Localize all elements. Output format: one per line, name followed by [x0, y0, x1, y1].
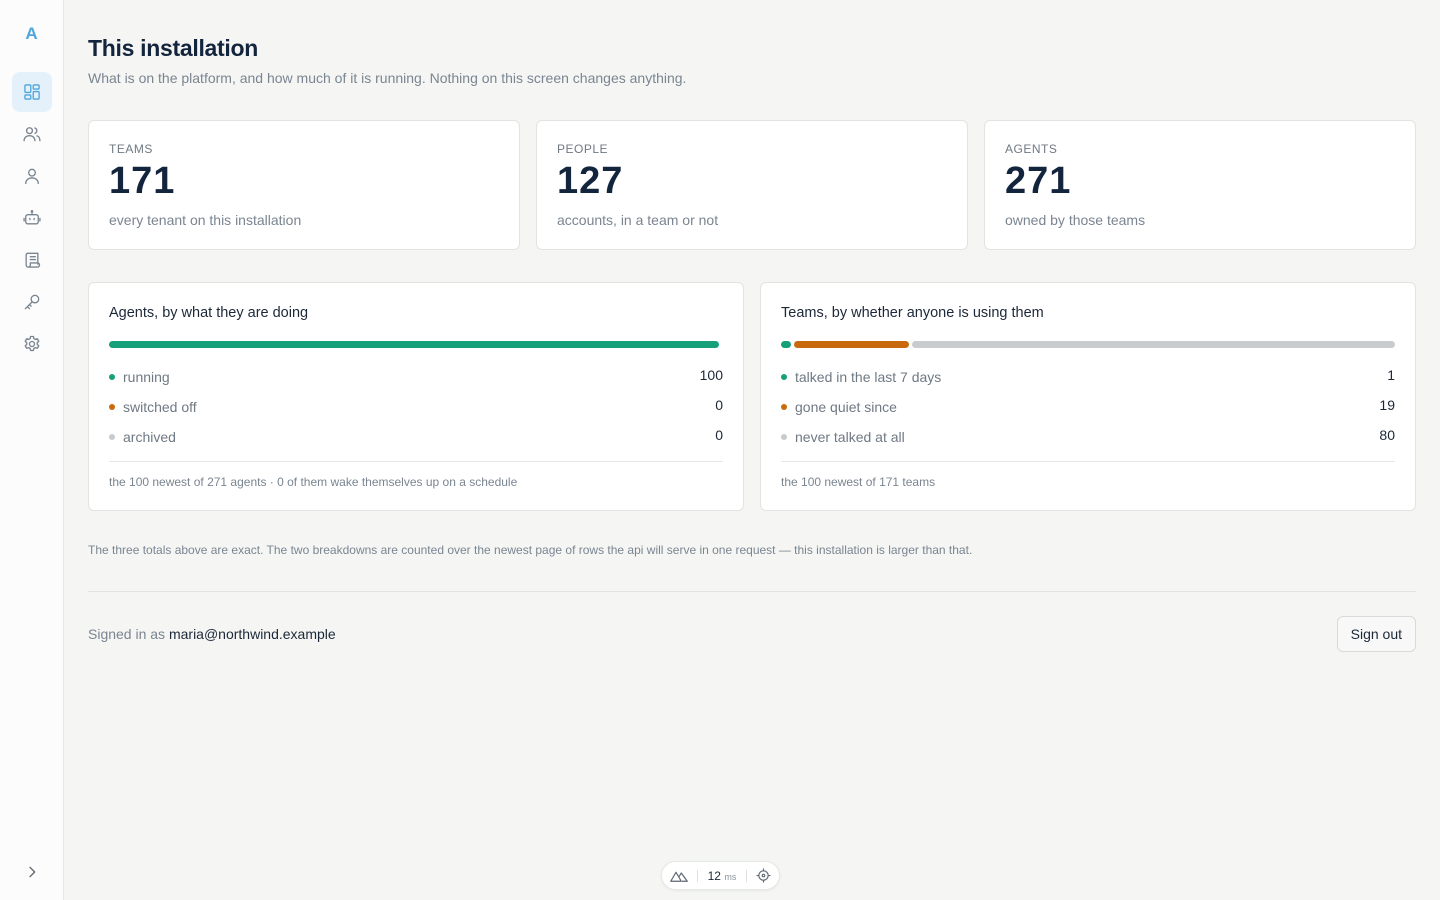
scroll-icon: [25, 252, 41, 268]
row-label: running: [123, 369, 170, 385]
page-subtitle: What is on the platform, and how much of…: [88, 70, 687, 86]
page-title: This installation: [88, 35, 258, 61]
row-value: 0: [715, 427, 723, 443]
agents-status-bar: [109, 341, 723, 348]
panel-footer: the 100 newest of 271 agents · 0 of them…: [109, 475, 518, 489]
app-logo[interactable]: A: [25, 24, 38, 43]
stat-label: AGENTS: [1005, 142, 1058, 156]
sidebar-item-keys[interactable]: [12, 282, 52, 322]
sidebar-item-logs[interactable]: [12, 240, 52, 280]
sidebar-item-dashboard[interactable]: [12, 72, 52, 112]
toolbar-separator: [697, 869, 699, 882]
stat-label: PEOPLE: [557, 142, 609, 156]
row-value: 80: [1379, 427, 1395, 443]
status-dot: [781, 434, 787, 440]
crosshair-icon[interactable]: [756, 868, 771, 883]
panel-title: Agents, by what they are doing: [109, 305, 309, 321]
bar-segment-never: [911, 341, 1395, 348]
breakdown-row: switched off 0: [109, 397, 723, 417]
users-icon: [23, 127, 41, 142]
panel-footer: the 100 newest of 171 teams: [781, 475, 936, 489]
status-dot: [109, 374, 115, 380]
status-dot: [781, 404, 787, 410]
signed-in-email: maria@northwind.example: [168, 626, 336, 642]
user-icon: [25, 168, 39, 185]
breakdown-row: talked in the last 7 days 1: [781, 367, 1395, 387]
dev-toolbar: 12 ms: [661, 861, 780, 890]
row-value: 0: [715, 397, 723, 413]
nuxt-logo-icon[interactable]: [670, 870, 688, 882]
panel-title: Teams, by whether anyone is using them: [781, 305, 1044, 321]
teams-breakdown-panel: Teams, by whether anyone is using them t…: [760, 282, 1416, 511]
status-dot: [109, 404, 115, 410]
status-dot: [781, 374, 787, 380]
row-label: gone quiet since: [795, 399, 897, 415]
stat-card-teams: TEAMS 171 every tenant on this installat…: [88, 120, 520, 250]
sidebar-item-settings[interactable]: [12, 324, 52, 364]
stat-value: 171: [109, 160, 176, 202]
sign-out-button[interactable]: Sign out: [1336, 616, 1416, 652]
robot-icon: [23, 210, 41, 225]
row-value: 19: [1379, 397, 1395, 413]
sidebar-collapse-button[interactable]: [12, 852, 52, 892]
stat-value: 271: [1005, 160, 1072, 202]
chevron-right-icon: [29, 866, 36, 878]
sidebar-item-people[interactable]: [12, 156, 52, 196]
breakdown-row: archived 0: [109, 427, 723, 447]
sidebar: A: [0, 0, 64, 900]
stat-description: accounts, in a team or not: [557, 212, 719, 228]
row-label: archived: [123, 429, 176, 445]
render-time: 12 ms: [708, 869, 737, 883]
row-value: 100: [699, 367, 723, 383]
stat-value: 127: [557, 160, 624, 202]
status-dot: [109, 434, 115, 440]
breakdown-row: never talked at all 80: [781, 427, 1395, 447]
section-divider: [88, 591, 1416, 592]
stat-card-people: PEOPLE 127 accounts, in a team or not: [536, 120, 968, 250]
key-icon: [24, 294, 40, 310]
panel-divider: [109, 461, 723, 462]
stat-description: every tenant on this installation: [109, 212, 302, 228]
signed-in-prefix: Signed in as: [88, 626, 166, 642]
stat-description: owned by those teams: [1005, 212, 1146, 228]
stat-card-agents: AGENTS 271 owned by those teams: [984, 120, 1416, 250]
dashboard-icon: [24, 84, 40, 100]
bar-segment-running: [109, 341, 719, 348]
breakdown-row: gone quiet since 19: [781, 397, 1395, 417]
breakdown-row: running 100: [109, 367, 723, 387]
toolbar-separator: [745, 869, 747, 882]
signed-in-status: Signed in as maria@northwind.example: [88, 626, 336, 642]
totals-note: The three totals above are exact. The tw…: [88, 543, 973, 557]
bar-segment-active: [781, 341, 791, 348]
gear-icon: [24, 335, 40, 352]
teams-activity-bar: [781, 341, 1395, 348]
sidebar-item-agents[interactable]: [12, 198, 52, 238]
agents-breakdown-panel: Agents, by what they are doing running 1…: [88, 282, 744, 511]
render-time-unit: ms: [724, 871, 737, 882]
row-label: talked in the last 7 days: [795, 369, 942, 385]
bar-segment-quiet: [794, 341, 909, 348]
row-label: never talked at all: [795, 429, 905, 445]
stat-label: TEAMS: [109, 142, 153, 156]
sidebar-item-teams[interactable]: [12, 114, 52, 154]
panel-divider: [781, 461, 1395, 462]
row-label: switched off: [123, 399, 197, 415]
render-time-value: 12: [707, 868, 721, 883]
row-value: 1: [1387, 367, 1395, 383]
